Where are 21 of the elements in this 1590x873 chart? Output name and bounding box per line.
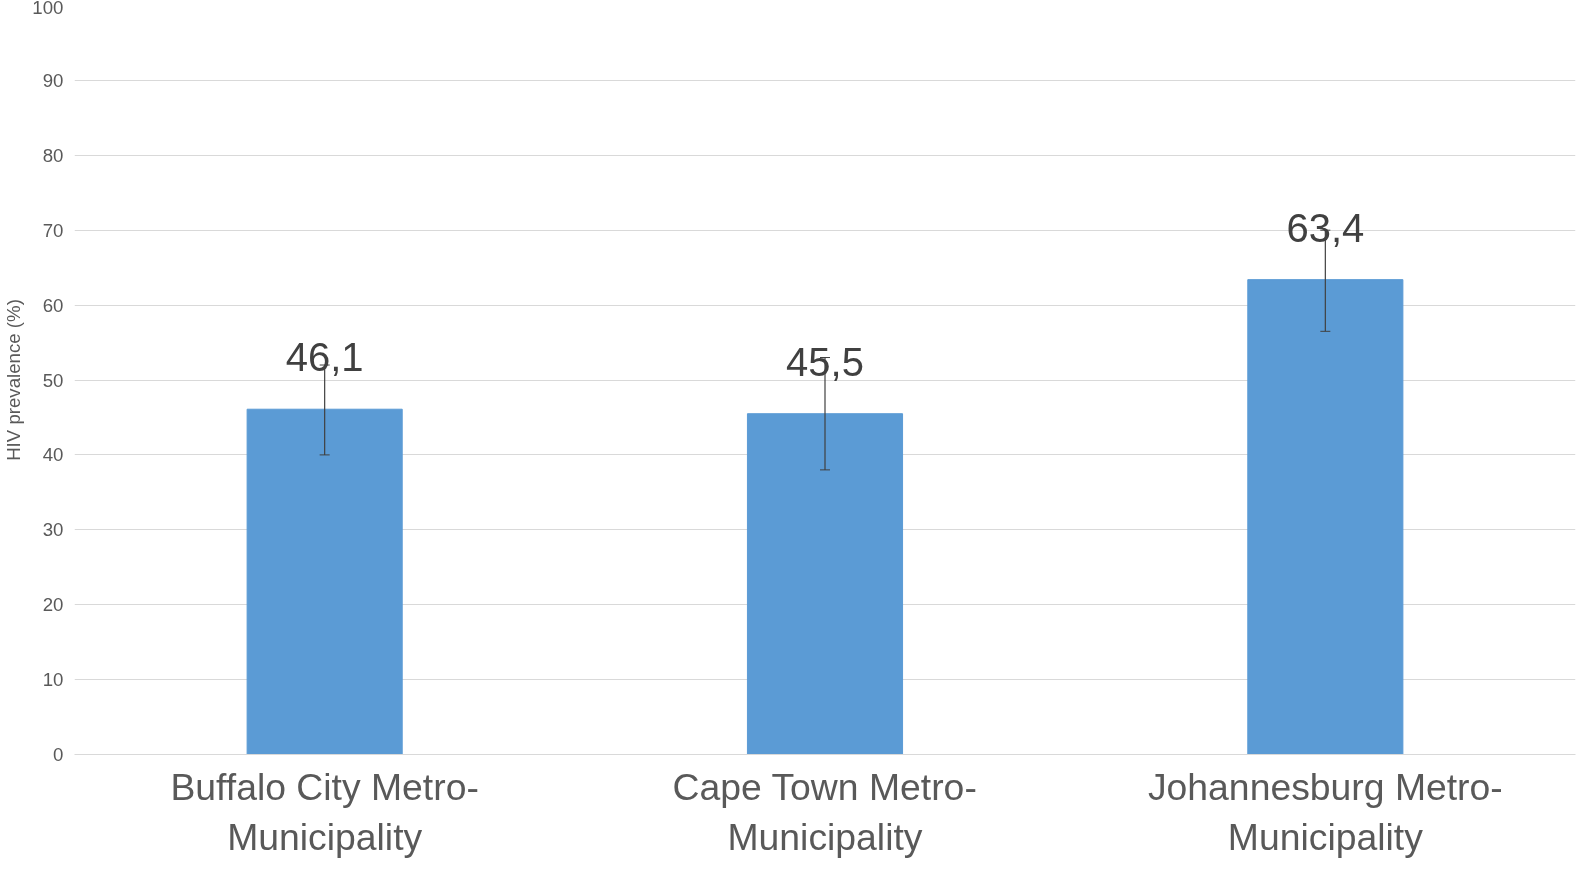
y-tick-label: 90 [42, 69, 64, 91]
data-label: 45,5 [786, 339, 864, 384]
y-tick-label: 100 [32, 0, 64, 18]
bar [246, 408, 403, 755]
y-tick-label: 50 [42, 369, 64, 391]
x-tick-label: Johannesburg Metro-Municipality [1147, 765, 1503, 858]
y-tick-label: 80 [42, 144, 64, 166]
y-tick-label: 0 [53, 744, 64, 765]
x-tick-label: Cape Town Metro-Municipality [672, 765, 977, 858]
bar [746, 413, 904, 755]
x-tick-label: Buffalo City Metro-Municipality [170, 765, 479, 858]
y-tick-label: 30 [42, 519, 64, 541]
y-tick-label: 60 [42, 294, 64, 316]
data-label: 63,4 [1286, 205, 1365, 250]
y-axis-title: HIV prevalence (%) [3, 299, 25, 461]
data-label: 46,1 [285, 335, 364, 380]
y-tick-label: 10 [42, 669, 64, 691]
y-tick-label: 70 [42, 219, 64, 241]
bar [1247, 279, 1404, 755]
y-tick-label: 40 [42, 444, 64, 466]
y-tick-label: 20 [42, 594, 64, 616]
